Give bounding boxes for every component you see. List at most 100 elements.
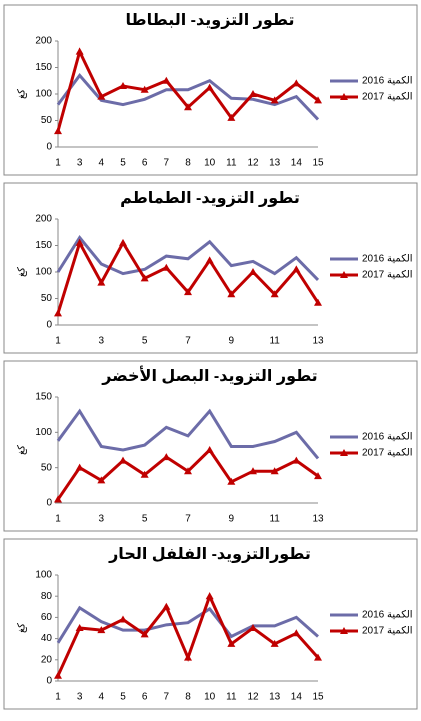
x-tick-label: 5 [120,158,126,169]
point-marker [119,615,127,623]
point-marker [97,92,106,100]
x-tick-label: 3 [77,158,83,169]
y-tick-label: 100 [35,570,52,581]
x-tick-label: 14 [291,692,303,703]
legend-label: الكمية 2016 [362,432,413,443]
y-tick-label: 0 [46,676,52,687]
x-tick-label: 13 [312,336,324,347]
y-tick-label: 50 [41,462,53,473]
point-marker [140,274,149,282]
legend-label: الكمية 2017 [362,448,413,459]
chart-title: تطورالتزويد- الفلفل الحار [108,546,311,563]
point-marker [54,495,62,503]
y-tick-label: 100 [35,267,52,278]
y-tick-label: 100 [35,89,52,100]
y-tick-label: 50 [41,293,53,304]
point-marker [270,639,279,647]
point-marker [249,624,257,631]
point-marker [75,463,84,471]
x-tick-label: 14 [291,158,303,169]
point-marker [292,456,301,464]
point-marker [140,630,149,638]
y-tick-label: 150 [35,392,52,403]
x-tick-label: 7 [164,158,170,169]
point-marker [75,238,84,246]
chart-title: تطور التزويد- البطاطا [126,12,295,29]
x-tick-label: 9 [229,514,235,525]
point-marker [314,298,322,306]
x-tick-label: 12 [247,158,259,169]
x-tick-label: 3 [99,514,105,525]
point-marker [140,470,149,478]
x-tick-label: 5 [120,692,126,703]
point-marker [205,83,214,91]
x-tick-label: 3 [99,336,105,347]
chart-title: تطور التزويد- الطماطم [120,190,300,207]
y-tick-label: 0 [46,320,52,331]
y-tick-label: 50 [41,115,53,126]
x-tick-label: 12 [247,692,259,703]
legend-marker [340,627,348,634]
y-tick-label: 80 [41,591,53,602]
point-marker [205,592,214,600]
point-marker [162,76,171,84]
point-marker [75,624,84,631]
x-tick-label: 5 [142,336,148,347]
legend-marker [340,271,348,278]
point-marker [119,82,127,90]
point-marker [227,290,236,298]
point-marker [162,453,171,461]
point-marker [270,290,279,298]
point-marker [314,653,322,661]
point-marker [162,263,171,271]
y-tick-label: 20 [41,654,53,665]
x-tick-label: 11 [226,158,237,169]
point-marker [54,127,62,135]
point-marker [227,113,236,121]
series-line [56,605,319,644]
legend-label: الكمية 2017 [362,626,413,637]
point-marker [292,265,301,273]
point-marker [249,90,257,97]
y-tick-label: 150 [35,240,52,251]
legend-label: الكمية 2017 [362,270,413,281]
series-line [56,447,319,501]
point-marker [97,626,106,634]
x-tick-label: 15 [312,158,324,169]
x-tick-label: 13 [269,692,281,703]
x-tick-label: 4 [99,692,105,703]
x-tick-label: 11 [269,336,280,347]
point-marker [249,467,257,475]
x-tick-label: 1 [55,158,61,169]
panel-border [3,4,418,176]
x-tick-label: 5 [142,514,148,525]
y-tick-label: 200 [35,36,52,47]
point-marker [292,629,301,637]
point-marker [54,671,62,679]
x-tick-label: 13 [269,158,281,169]
y-tick-label: 60 [41,612,53,623]
y-axis-label: كغ [17,445,28,455]
point-marker [54,309,62,317]
legend-marker [340,93,348,100]
y-tick-label: 40 [41,633,53,644]
legend-label: الكمية 2016 [362,254,413,265]
x-tick-label: 11 [226,692,237,703]
y-axis-label: كغ [17,89,28,99]
x-tick-label: 7 [164,692,170,703]
x-tick-label: 13 [312,514,324,525]
panel-border [3,182,418,354]
y-tick-label: 150 [35,62,52,73]
x-tick-label: 8 [185,158,191,169]
point-marker [227,477,236,485]
series-line [56,47,319,132]
x-tick-label: 1 [55,514,61,525]
x-tick-label: 9 [229,336,235,347]
x-tick-label: 15 [312,692,324,703]
point-marker [75,47,84,55]
point-marker [270,467,279,475]
point-marker [227,639,236,647]
point-marker [97,476,106,484]
point-marker [119,456,127,464]
